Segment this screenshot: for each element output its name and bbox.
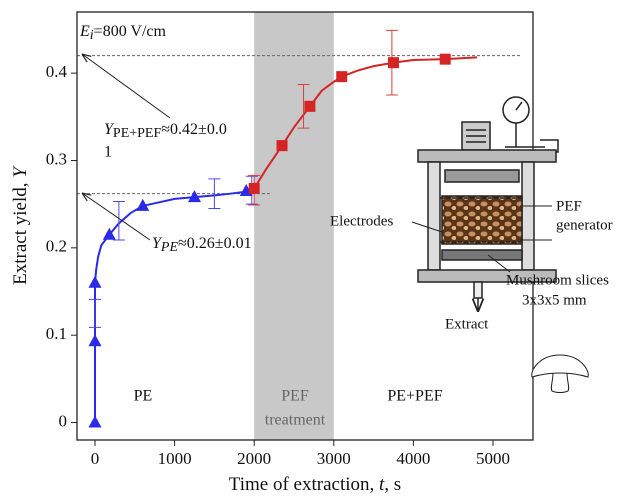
sym: Y xyxy=(152,235,163,252)
marker xyxy=(276,140,288,152)
pef-yield-label: YPE+PEF≈0.42±0.0 xyxy=(104,121,227,142)
marker xyxy=(102,227,116,240)
y-tick-label: 0.2 xyxy=(46,237,67,256)
y-tick-label: 0.3 xyxy=(46,149,67,168)
inset-label: Extract xyxy=(445,316,489,332)
marker xyxy=(187,190,201,203)
rest: ≈0.42±0.0 xyxy=(161,121,227,138)
error-bar xyxy=(88,298,101,328)
thread xyxy=(466,129,486,143)
region-label: PE+PEF xyxy=(387,388,442,405)
marker xyxy=(248,182,260,194)
x-tick-label: 1000 xyxy=(158,449,192,468)
y-tick-label: 0 xyxy=(59,411,68,430)
x-label-unit: s xyxy=(389,474,401,495)
pipe xyxy=(505,123,559,153)
inset-label: 3x3x5 mm xyxy=(522,292,587,308)
y-tick-label: 0.1 xyxy=(46,324,67,343)
y-label-text: Extract yield, xyxy=(10,178,31,285)
x-label-var: t, xyxy=(379,474,389,495)
chamber xyxy=(441,195,523,245)
marker xyxy=(136,198,150,211)
x-label-text: Time of extraction, xyxy=(229,474,379,495)
column xyxy=(521,161,535,271)
sym: Y xyxy=(104,121,115,138)
marker xyxy=(88,415,102,428)
outlet xyxy=(473,281,483,299)
region-label: PEF xyxy=(281,388,309,405)
arrow xyxy=(82,54,171,119)
curve xyxy=(93,190,251,423)
marker xyxy=(88,275,102,288)
marker xyxy=(304,100,316,112)
pef-yield-wrap: 1 xyxy=(104,144,112,161)
y-label-var: Y xyxy=(10,165,31,178)
error-bar xyxy=(112,201,125,241)
pe-yield-label: YPE≈0.26±0.01 xyxy=(152,235,252,256)
inset-label: Mushroom slices xyxy=(506,272,609,288)
error-bar xyxy=(297,83,310,129)
x-tick-label: 4000 xyxy=(396,449,430,468)
sub: PE+PEF xyxy=(113,126,162,141)
rest: ≈0.26±0.01 xyxy=(178,235,252,252)
sub: PE xyxy=(160,240,179,255)
x-tick-label: 0 xyxy=(91,449,100,468)
press-diagram xyxy=(411,96,589,393)
marker xyxy=(336,71,348,83)
sub: i xyxy=(90,28,94,43)
x-tick-label: 5000 xyxy=(476,449,510,468)
pef-region xyxy=(254,12,334,440)
x-tick-label: 3000 xyxy=(317,449,351,468)
filter xyxy=(441,249,523,261)
piston xyxy=(444,169,520,183)
arrow xyxy=(82,193,151,241)
x-axis-label: Time of extraction, t, s xyxy=(229,474,401,495)
field-label: Ei=800 V/cm xyxy=(79,23,167,44)
electrode xyxy=(440,197,524,243)
leader xyxy=(411,205,552,273)
y-axis-label: Extract yield, Y xyxy=(10,165,31,285)
mushroom-icon xyxy=(531,354,589,393)
x-tick-label: 2000 xyxy=(237,449,271,468)
sym: E xyxy=(79,23,90,40)
column xyxy=(427,161,441,271)
error-bar xyxy=(208,178,221,210)
inset-label: generator xyxy=(556,217,613,233)
bottom-plate xyxy=(417,269,557,283)
plot-area xyxy=(71,11,534,446)
top-plate xyxy=(417,149,557,163)
inset-label: PEF xyxy=(556,198,582,214)
region-label: PE xyxy=(134,388,153,405)
inset-label: Electrodes xyxy=(330,213,393,229)
marker xyxy=(439,53,451,65)
marker xyxy=(88,334,102,347)
y-tick-label: 0.4 xyxy=(46,62,68,81)
region-label: treatment xyxy=(265,412,326,429)
rest: =800 V/cm xyxy=(94,23,167,40)
needle xyxy=(515,101,523,111)
marker xyxy=(387,57,399,69)
